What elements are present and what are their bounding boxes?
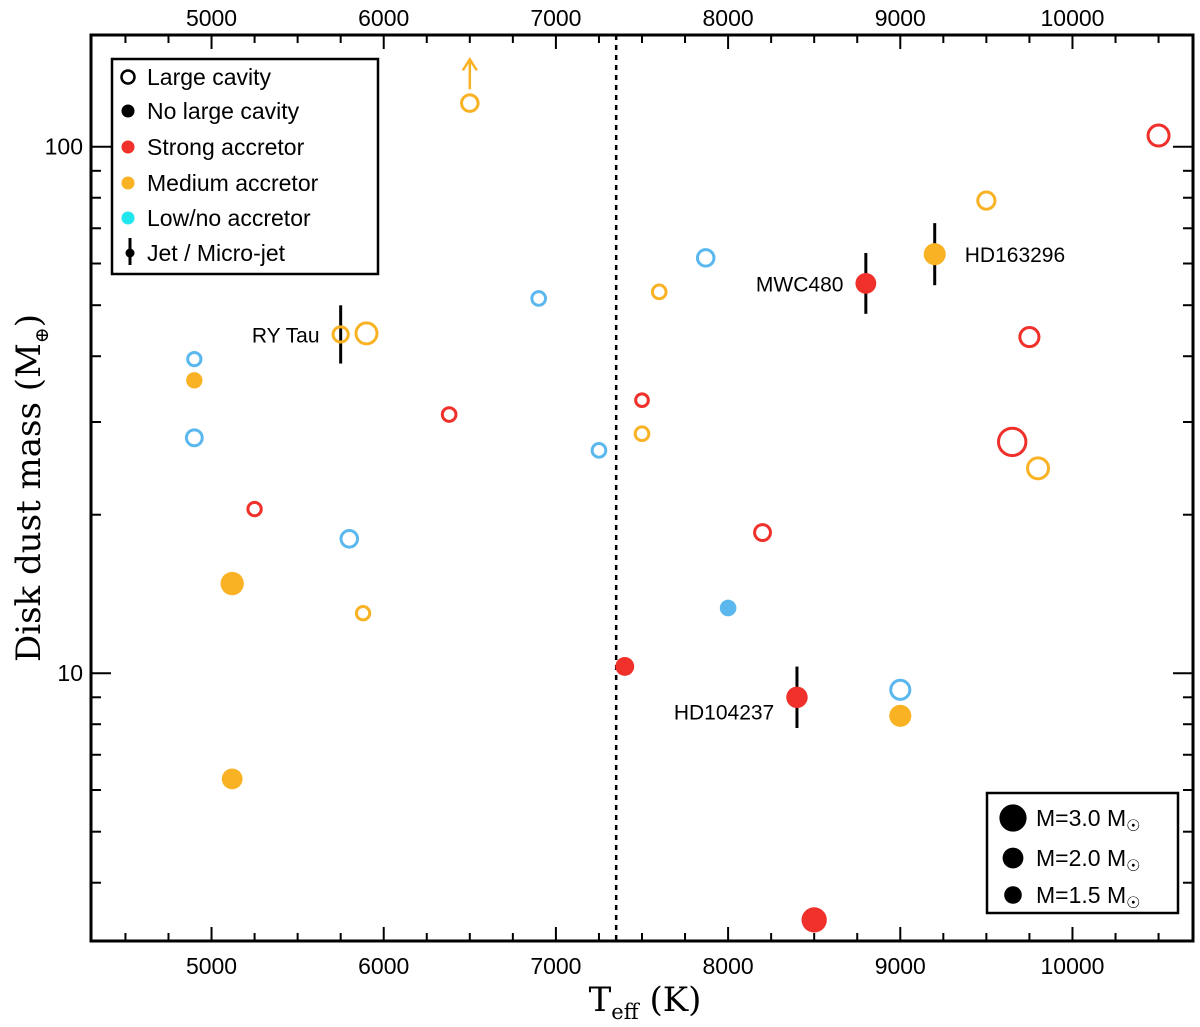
x-tick-label-top: 8000 <box>703 5 754 31</box>
data-point-strong-cavity <box>1018 326 1041 349</box>
data-point-medium <box>220 571 244 596</box>
x-tick-label-bottom: 5000 <box>186 953 237 979</box>
point-annotation: MWC480 <box>756 273 844 296</box>
data-point-low <box>719 599 737 617</box>
size-legend-marker-3-0 <box>999 804 1027 832</box>
legend: Large cavity No large cavity Strong accr… <box>110 57 380 276</box>
x-tick-label-bottom: 9000 <box>875 953 926 979</box>
legend-label-low: Low/no accretor <box>147 205 311 231</box>
data-point-strong-cavity <box>997 426 1028 458</box>
lower-limit-arrow-head <box>461 57 478 72</box>
size-legend-label-1-5: M=1.5 M☉ <box>1036 882 1140 912</box>
x-tick-label-bottom: 6000 <box>358 953 409 979</box>
data-point-medium <box>221 768 243 790</box>
data-point-low-cavity <box>339 529 360 549</box>
data-point-medium-cavity <box>460 93 480 113</box>
x-tick-label-top: 7000 <box>530 5 581 31</box>
y-tick-label: 10 <box>57 660 83 686</box>
legend-label-medium: Medium accretor <box>147 170 319 196</box>
legend-box <box>110 57 380 276</box>
legend-marker-jet-dot <box>125 248 135 258</box>
x-tick-label-top: 9000 <box>875 5 926 31</box>
data-point-strong <box>786 686 808 709</box>
data-point-strong-cavity <box>1146 123 1171 148</box>
size-legend-label-3-0: M=3.0 M☉ <box>1036 805 1140 835</box>
legend-marker-large-cavity <box>120 69 136 85</box>
data-point-medium-cavity <box>354 321 379 346</box>
y-tick-label: 100 <box>45 134 83 160</box>
plot-area-frame <box>89 33 1195 943</box>
data-point-low-cavity <box>530 290 548 307</box>
data-point-strong <box>801 907 827 933</box>
point-annotation: HD104237 <box>674 701 774 724</box>
data-point-strong-cavity <box>753 523 772 542</box>
data-point-medium <box>186 372 203 389</box>
data-point-medium-cavity <box>976 190 997 211</box>
legend-label-large-cavity: Large cavity <box>147 64 272 90</box>
x-tick-label-bottom: 8000 <box>703 953 754 979</box>
point-annotation: HD163296 <box>965 244 1065 267</box>
data-point-medium-cavity <box>633 425 651 443</box>
data-point-strong-cavity <box>440 406 458 423</box>
data-point-strong <box>855 273 877 294</box>
data-point-low-cavity <box>184 428 204 448</box>
data-point-strong-cavity <box>246 500 263 518</box>
data-point-medium-cavity <box>354 605 372 622</box>
legend-label-strong: Strong accretor <box>147 134 305 160</box>
legend-marker-strong <box>121 140 135 154</box>
data-point-medium <box>889 704 912 727</box>
data-point-strong <box>615 657 635 676</box>
x-tick-label-bottom: 7000 <box>530 953 581 979</box>
x-tick-label-bottom: 10000 <box>1040 953 1104 979</box>
data-point-medium-cavity <box>1026 456 1051 481</box>
legend-marker-medium <box>121 176 135 190</box>
data-point-low-cavity <box>695 248 716 268</box>
data-point-medium <box>923 243 946 266</box>
size-legend-marker-1-5 <box>1004 886 1022 904</box>
size-legend: M=3.0 M☉ M=2.0 M☉ M=1.5 M☉ <box>985 791 1180 915</box>
data-point-strong-cavity <box>634 392 650 409</box>
x-tick-label-top: 6000 <box>358 5 409 31</box>
size-legend-label-2-0: M=2.0 M☉ <box>1036 845 1140 875</box>
x-axis-title: Teff (K) <box>589 980 702 1024</box>
x-tick-label-top: 5000 <box>186 5 237 31</box>
data-point-medium-cavity <box>331 325 350 344</box>
legend-label-jet: Jet / Micro-jet <box>147 240 286 266</box>
data-point-low-cavity <box>889 678 912 701</box>
legend-label-no-large-cavity: No large cavity <box>147 98 300 124</box>
y-axis-title: Disk dust mass (M⊕) <box>9 314 53 662</box>
point-annotation: RY Tau <box>252 324 320 347</box>
data-point-low-cavity <box>186 350 203 368</box>
x-tick-label-top: 10000 <box>1040 5 1104 31</box>
data-point-low-cavity <box>590 442 608 459</box>
legend-marker-no-large-cavity <box>121 104 135 118</box>
size-legend-marker-2-0 <box>1002 847 1024 869</box>
data-point-medium-cavity <box>650 283 668 301</box>
legend-marker-low <box>121 211 135 225</box>
